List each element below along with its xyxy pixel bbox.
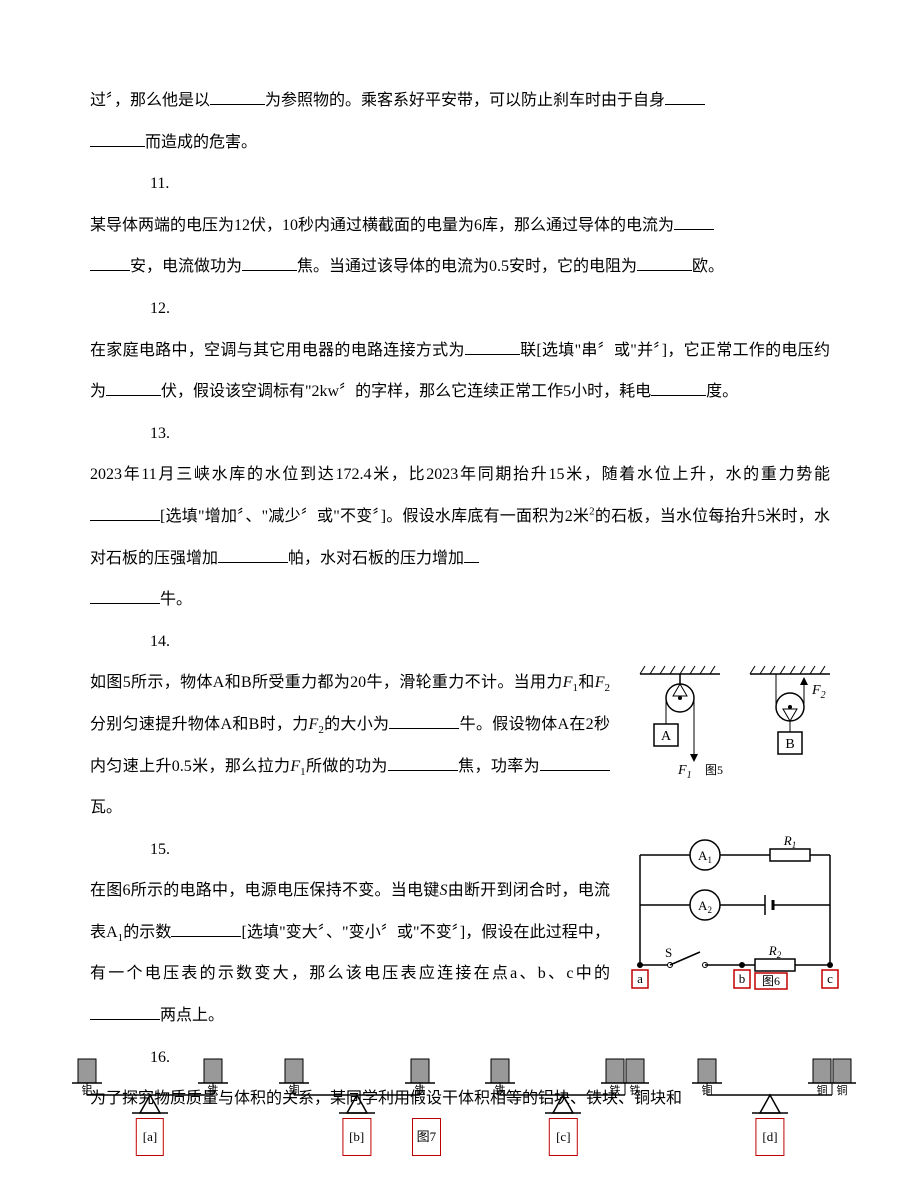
q14-F2b: F: [309, 716, 319, 733]
svg-text:R1: R1: [783, 833, 796, 850]
question-14-text: 如图5所示，物体A和B所受重力都为20牛，滑轮重力不计。当用力F1和F2分别匀速…: [90, 662, 610, 828]
fig5-block-b: B: [785, 737, 794, 752]
q14-F1: F: [563, 674, 573, 691]
q13-p4: 帕，水对石板的压力增加: [288, 550, 464, 567]
q10-p1: 过〞，那么他是以: [90, 92, 210, 109]
q13-blank2: [218, 547, 288, 563]
question-11-text: 某导体两端的电压为12伏，10秒内通过横截面的电量为6库，那么通过导体的电流为安…: [90, 205, 830, 288]
q14-p2: 和: [578, 674, 595, 691]
question-12-number: 12.: [90, 288, 830, 330]
q13-p2: [选填"增加〞、"减少〞或"不变〞]。假设水库底有一面积为2米: [160, 508, 589, 525]
question-13-number: 13.: [90, 413, 830, 455]
q14-p1: 如图5所示，物体A和B所受重力都为20牛，滑轮重力不计。当用力: [90, 674, 563, 691]
q14-p3: 分别匀速提升物体A和B时，力: [90, 716, 309, 733]
fig5-block-a: A: [661, 729, 672, 744]
balance-b-label: [b]: [342, 1118, 371, 1156]
balance-b: 铜 铁 [b] 图7: [267, 1053, 447, 1163]
svg-text:S: S: [665, 945, 672, 960]
q10-blank2b: [90, 131, 145, 147]
question-14-container: 如图5所示，物体A和B所受重力都为20牛，滑轮重力不计。当用力F1和F2分别匀速…: [90, 662, 830, 828]
balance-c: 铁 铁 铁 [c]: [473, 1053, 653, 1163]
fig5-label: 图5: [705, 763, 723, 777]
q15-p1: 在图6所示的电路中，电源电压保持不变。当电键: [90, 882, 439, 899]
q14-blank3: [540, 755, 610, 771]
q14-p4: 的大小为: [324, 716, 390, 733]
q14-blank1: [389, 713, 459, 729]
q11-p1: 某导体两端的电压为12伏，10秒内通过横截面的电量为6库，那么通过导体的电流为: [90, 217, 674, 234]
svg-text:F2: F2: [811, 683, 826, 701]
balance-a-label: [a]: [136, 1118, 164, 1156]
balance-set: 铝 铁 [a] 铜 铁: [60, 1053, 860, 1163]
question-13-text: 2023年11月三峡水库的水位到达172.4米，比2023年同期抬升15米，随着…: [90, 454, 830, 620]
q11-blank3: [637, 255, 692, 271]
q13-p5: 牛。: [160, 591, 192, 608]
figure-7-label: 图7: [412, 1118, 442, 1156]
q14-blank2: [388, 755, 458, 771]
q15-p3: 的示数: [123, 924, 171, 941]
q14-F1b: F: [290, 758, 300, 775]
question-15-text: 在图6所示的电路中，电源电压保持不变。当电键S由断开到闭合时，电流表A1的示数[…: [90, 870, 610, 1036]
q11-blank1b: [90, 255, 130, 271]
q12-blank3: [651, 380, 706, 396]
q14-p7: 焦，功率为: [458, 758, 540, 775]
svg-text:A1: A1: [698, 848, 712, 865]
q10-p3: 而造成的危害。: [145, 134, 257, 151]
q12-p4: 度。: [706, 383, 738, 400]
question-15-container: 在图6所示的电路中，电源电压保持不变。当电键S由断开到闭合时，电流表A1的示数[…: [90, 870, 830, 1036]
q11-p2: 安，电流做功为: [130, 258, 242, 275]
figure-7-area: 铝 铁 [a] 铜 铁: [60, 1053, 860, 1163]
q12-p3: 伏，假设该空调标有"2kw〞的字样，那么它连续正常工作5小时，耗电: [161, 383, 651, 400]
balance-d: 铜 铜 铜 [d]: [680, 1053, 860, 1163]
q15-blank2: [90, 1004, 160, 1020]
balance-c-label: [c]: [549, 1118, 577, 1156]
svg-text:铁: 铁: [630, 1084, 641, 1097]
svg-text:图6: 图6: [762, 974, 780, 988]
q13-blank3b: [90, 588, 160, 604]
question-11-number: 11.: [90, 163, 830, 205]
q14-p8: 瓦。: [90, 799, 122, 816]
svg-text:A2: A2: [698, 898, 712, 915]
q14-p6: 所做的功为: [306, 758, 388, 775]
q10-blank1: [210, 89, 265, 105]
q13-blank3a: [464, 547, 479, 563]
q12-blank2: [106, 380, 161, 396]
q10-p2: 为参照物的。乘客系好平安带，可以防止刹车时由于自身: [265, 92, 665, 109]
q13-blank1: [90, 505, 160, 521]
q10-blank2a: [665, 89, 705, 105]
q13-p1: 2023年11月三峡水库的水位到达172.4米，比2023年同期抬升15米，随着…: [90, 466, 830, 483]
q11-p4: 欧。: [692, 258, 724, 275]
q11-blank2: [242, 255, 297, 271]
q11-p3: 焦。当通过该导体的电流为0.5安时，它的电阻为: [297, 258, 637, 275]
q14-F2sub: 2: [604, 683, 610, 695]
svg-text:F1: F1: [677, 763, 692, 781]
figure-5-diagram: A F1 图5 F2 B: [630, 662, 840, 792]
balance-d-label: [d]: [755, 1118, 784, 1156]
question-14-number: 14.: [90, 621, 830, 663]
q11-blank1a: [674, 214, 714, 230]
svg-text:b: b: [739, 971, 746, 986]
svg-text:铜: 铜: [836, 1083, 847, 1097]
svg-text:R2: R2: [768, 943, 782, 960]
figure-6-diagram: A1 R1 A2 S R2 a b c: [630, 830, 840, 1000]
q15-blank1: [171, 921, 241, 937]
question-12-text: 在家庭电路中，空调与其它用电器的电路连接方式为联[选填"串〞或"并〞]，它正常工…: [90, 330, 830, 413]
svg-text:a: a: [637, 971, 643, 986]
balance-a: 铝 铁 [a]: [60, 1053, 240, 1163]
question-10-continuation: 过〞，那么他是以 为参照物的。乘客系好平安带，可以防止刹车时由于自身而造成的危害。: [90, 80, 830, 163]
q15-p5: 两点上。: [160, 1007, 224, 1024]
q12-blank1: [465, 339, 520, 355]
q12-p1: 在家庭电路中，空调与其它用电器的电路连接方式为: [90, 342, 465, 359]
svg-text:c: c: [827, 971, 833, 986]
